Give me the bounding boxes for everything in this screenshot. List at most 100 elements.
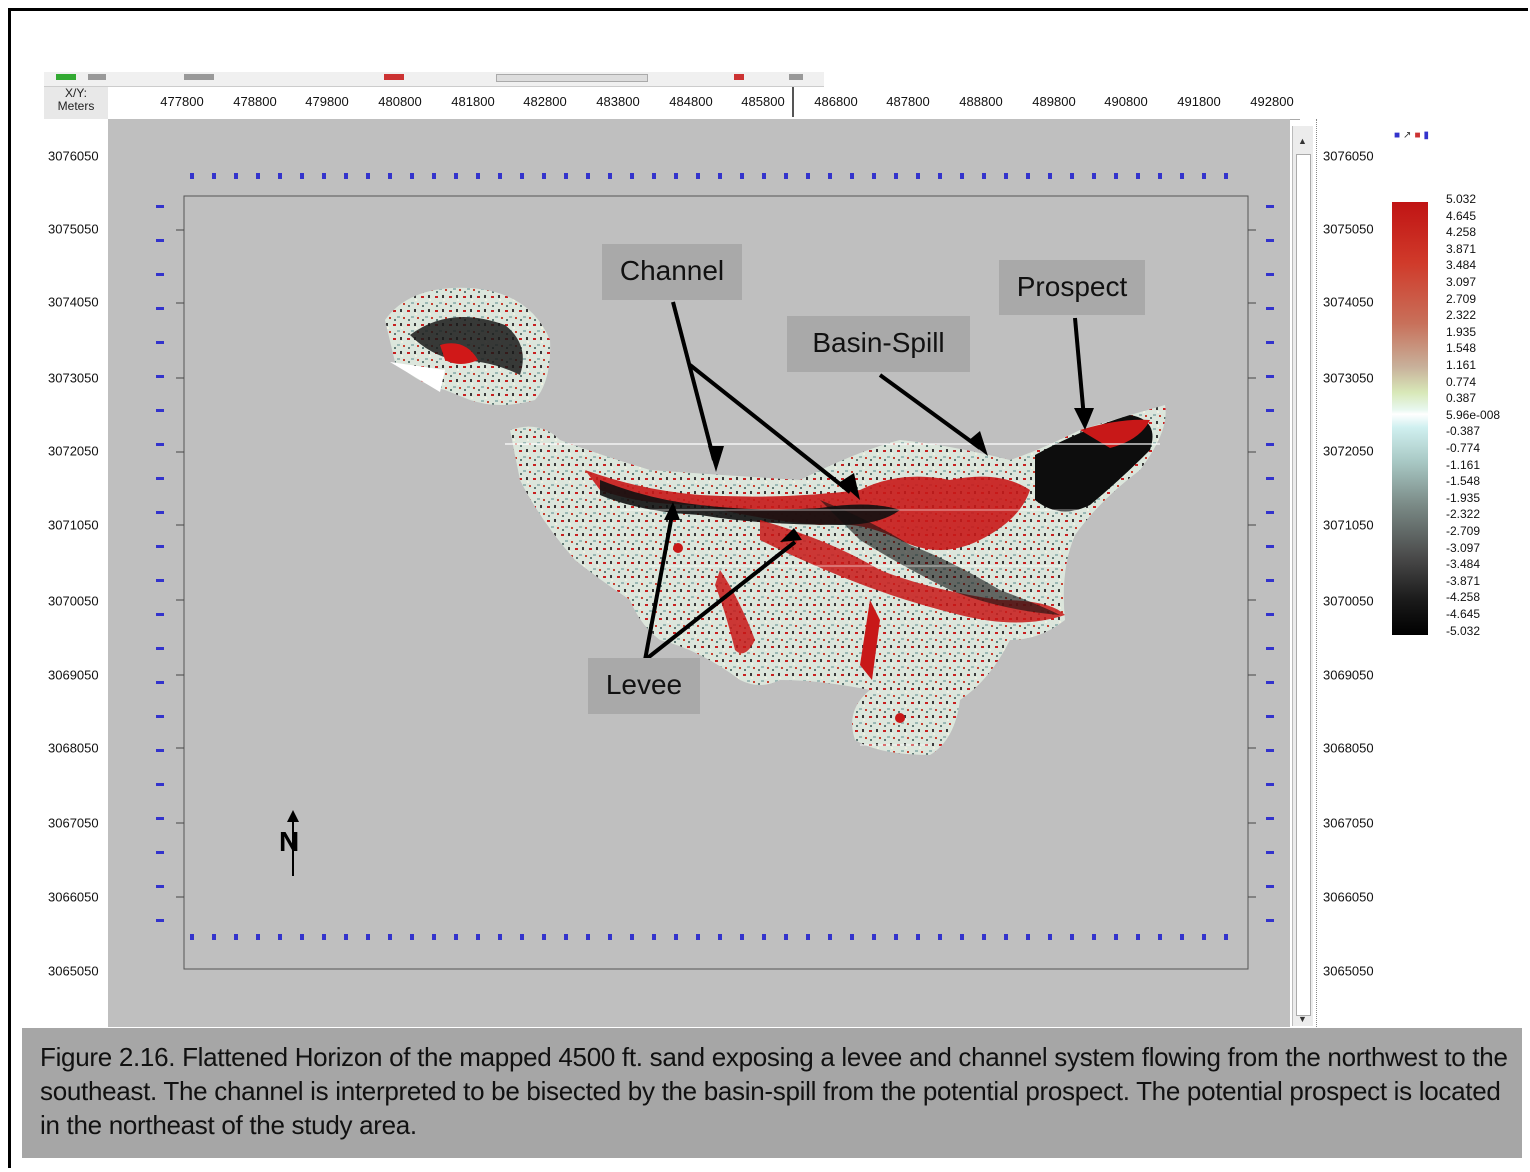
legend-value: 4.258 — [1446, 225, 1477, 240]
y-tick: 3067050 — [48, 815, 99, 831]
xy-label: X/Y: — [64, 86, 87, 100]
legend-value: 0.774 — [1446, 374, 1477, 389]
legend-value: 1.161 — [1446, 358, 1477, 372]
toolbar-icon[interactable] — [56, 74, 76, 80]
y-tick: 3069050 — [48, 667, 99, 683]
legend-tool-icon[interactable]: ■ — [1394, 130, 1404, 141]
y-tick: 3072050 — [1323, 443, 1374, 459]
scroll-down-icon[interactable]: ▼ — [1298, 1014, 1307, 1024]
toolbar-icon[interactable] — [384, 74, 404, 80]
legend-value: -4.645 — [1446, 607, 1481, 621]
y-tick: 3070050 — [48, 593, 99, 609]
y-tick: 3073050 — [48, 370, 99, 386]
x-tick: 491800 — [1177, 94, 1221, 109]
y-tick: 3067050 — [1323, 815, 1374, 831]
toolbar-icon[interactable] — [734, 74, 744, 80]
legend-value: 0.387 — [1446, 391, 1477, 406]
x-tick: 482800 — [523, 94, 567, 109]
north-arrow: N — [278, 808, 308, 880]
prospect-label: Prospect — [999, 260, 1145, 315]
x-tick: 489800 — [1032, 94, 1076, 109]
left-axis: 3076050 3075050 3074050 3073050 3072050 … — [44, 119, 109, 1027]
y-tick: 3076050 — [1323, 148, 1374, 164]
y-tick: 3072050 — [48, 443, 99, 459]
x-tick: 490800 — [1104, 94, 1148, 109]
scroll-thumb[interactable] — [1296, 154, 1311, 1016]
figure-caption: Figure 2.16. Flattened Horizon of the ma… — [22, 1028, 1522, 1158]
y-tick: 3069050 — [1323, 667, 1374, 683]
legend-value: -1.161 — [1446, 457, 1481, 472]
y-tick: 3076050 — [48, 148, 99, 164]
legend-value: 2.322 — [1446, 308, 1477, 323]
vertical-scrollbar[interactable]: ▲ ▼ — [1292, 126, 1313, 1026]
north-label: N — [279, 826, 300, 857]
toolbar-icon[interactable] — [88, 74, 106, 80]
x-tick: 478800 — [233, 94, 277, 109]
grid-labels — [186, 165, 1236, 187]
channel-label: Channel — [602, 244, 742, 300]
x-tick: 488800 — [959, 94, 1003, 109]
frame-ticks — [176, 229, 1256, 898]
legend-tool-icon[interactable]: ■ — [1414, 130, 1424, 141]
y-tick: 3070050 — [1323, 593, 1374, 609]
legend-value: -2.322 — [1446, 507, 1481, 522]
legend-value: -0.774 — [1446, 441, 1481, 455]
y-tick: 3074050 — [1323, 294, 1374, 310]
legend-tool-icon[interactable]: ↗ — [1403, 130, 1415, 141]
x-tick: 483800 — [596, 94, 640, 109]
legend-value: 4.645 — [1446, 208, 1477, 223]
y-tick: 3073050 — [1323, 370, 1374, 386]
y-tick: 3075050 — [1323, 221, 1374, 237]
legend-value: -3.484 — [1446, 557, 1481, 572]
y-tick: 3066050 — [48, 889, 99, 905]
annotation-arrows — [643, 301, 1086, 662]
x-tick: 477800 — [160, 94, 204, 109]
toolbar-dropdown[interactable] — [496, 74, 648, 82]
x-tick: 487800 — [886, 94, 930, 109]
top-axis: 477800 478800 479800 480800 481800 48280… — [108, 87, 1300, 120]
legend-value: -4.258 — [1446, 590, 1481, 605]
legend-value: -5.032 — [1446, 623, 1481, 638]
legend-value: -1.935 — [1446, 490, 1481, 505]
y-tick: 3068050 — [48, 740, 99, 756]
legend-value: 1.548 — [1446, 341, 1477, 356]
north-arrow-icon — [287, 810, 299, 876]
y-tick: 3071050 — [48, 517, 99, 533]
toolbar-icon[interactable] — [789, 74, 803, 80]
legend-value: -3.097 — [1446, 540, 1481, 555]
toolbar — [44, 72, 824, 87]
legend-value: 3.871 — [1446, 241, 1477, 256]
legend-value: 1.935 — [1446, 324, 1477, 339]
legend-value: -3.871 — [1446, 573, 1481, 588]
y-tick: 3065050 — [1323, 963, 1374, 979]
x-tick: 486800 — [814, 94, 858, 109]
nw-lobe — [385, 287, 551, 405]
scroll-up-icon[interactable]: ▲ — [1298, 136, 1307, 146]
xy-header: X/Y: Meters — [44, 87, 108, 119]
legend-tool-icon[interactable]: ▮ — [1423, 130, 1432, 141]
x-tick: 479800 — [305, 94, 349, 109]
y-tick: 3068050 — [1323, 740, 1374, 756]
color-scale-bar — [1392, 202, 1428, 635]
x-tick: 485800 — [741, 94, 785, 109]
main-horizon — [505, 405, 1166, 755]
right-axis: 3076050 3075050 3074050 3073050 3072050 … — [1316, 119, 1387, 1027]
y-tick: 3066050 — [1323, 889, 1374, 905]
units-label: Meters — [57, 99, 95, 113]
x-tick: 484800 — [669, 94, 713, 109]
legend-value: -1.548 — [1446, 474, 1481, 489]
legend-value: 3.097 — [1446, 275, 1477, 289]
toolbar-icon[interactable] — [184, 74, 214, 80]
y-tick: 3075050 — [48, 221, 99, 237]
basin-spill-label: Basin-Spill — [787, 316, 970, 372]
legend-toolbar[interactable]: ■↗■▮ — [1394, 130, 1432, 141]
legend-value: -2.709 — [1446, 524, 1481, 538]
legend-value: 2.709 — [1446, 291, 1477, 306]
x-tick: 492800 — [1250, 94, 1294, 109]
levee-label: Levee — [588, 658, 700, 714]
x-tick: 481800 — [451, 94, 495, 109]
legend-value: -0.387 — [1446, 424, 1481, 439]
axis-divider — [792, 87, 794, 117]
legend-value: 3.484 — [1446, 258, 1477, 273]
